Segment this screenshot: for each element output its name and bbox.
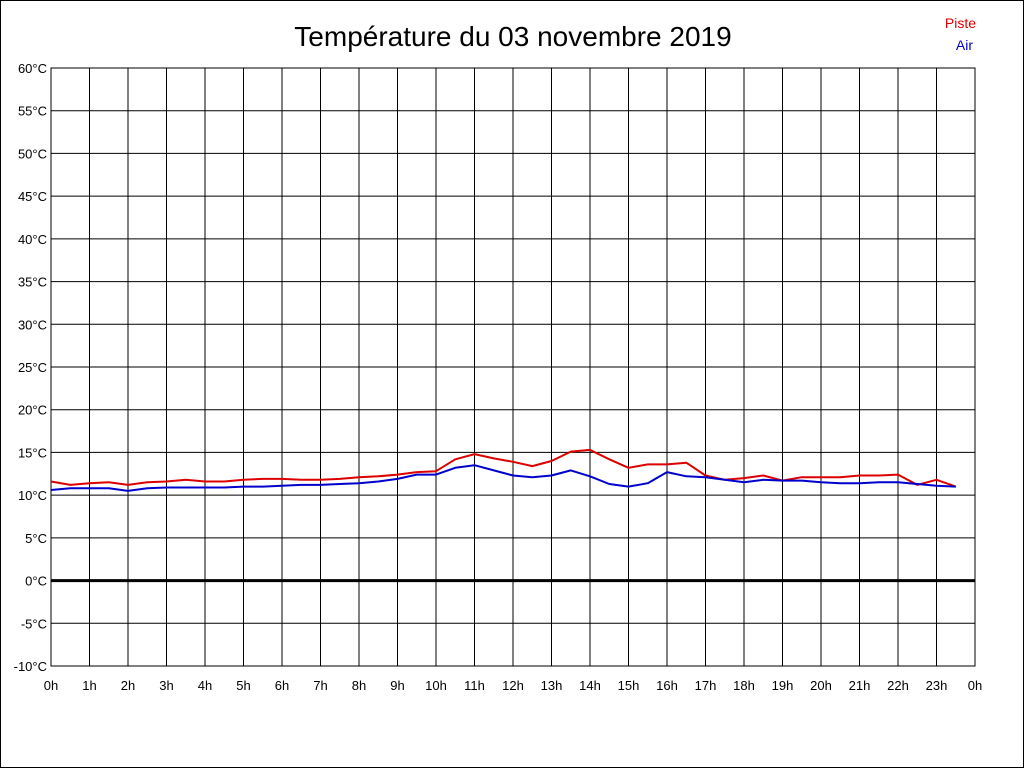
y-tick-label: 10°C bbox=[18, 488, 47, 503]
grid bbox=[50, 67, 976, 667]
x-tick-label: 12h bbox=[502, 678, 524, 693]
x-tick-label: 16h bbox=[656, 678, 678, 693]
x-tick-label: 3h bbox=[159, 678, 173, 693]
x-tick-label: 23h bbox=[926, 678, 948, 693]
legend-air: Air bbox=[956, 37, 973, 53]
x-tick-label: 4h bbox=[198, 678, 212, 693]
y-tick-label: 20°C bbox=[18, 403, 47, 418]
x-tick-label: 18h bbox=[733, 678, 755, 693]
series-lines bbox=[50, 448, 957, 492]
y-tick-label: 50°C bbox=[18, 146, 47, 161]
y-tick-label: 45°C bbox=[18, 189, 47, 204]
y-tick-label: 40°C bbox=[18, 232, 47, 247]
x-tick-label: 22h bbox=[887, 678, 909, 693]
y-tick-label: 25°C bbox=[18, 360, 47, 375]
y-tick-label: 35°C bbox=[18, 275, 47, 290]
y-tick-label: -5°C bbox=[21, 616, 47, 631]
x-tick-label: 6h bbox=[275, 678, 289, 693]
series-line-piste bbox=[50, 448, 957, 488]
x-tick-label: 1h bbox=[82, 678, 96, 693]
y-tick-label: 0°C bbox=[25, 574, 47, 589]
x-tick-label: 5h bbox=[236, 678, 250, 693]
x-tick-label: 19h bbox=[772, 678, 794, 693]
y-tick-label: -10°C bbox=[14, 659, 47, 674]
x-tick-label: 21h bbox=[849, 678, 871, 693]
series-line-air bbox=[50, 464, 956, 492]
x-tick-label: 20h bbox=[810, 678, 832, 693]
x-tick-label: 14h bbox=[579, 678, 601, 693]
y-axis-labels: 60°C 55°C 50°C 45°C 40°C 35°C 30°C 25°C 20°C 15°C… bbox=[14, 61, 47, 674]
y-tick-label: 55°C bbox=[18, 104, 47, 119]
x-tick-label: 2h bbox=[121, 678, 135, 693]
x-tick-label: 17h bbox=[695, 678, 717, 693]
x-tick-label: 10h bbox=[425, 678, 447, 693]
x-tick-label: 13h bbox=[541, 678, 563, 693]
x-tick-label: 0h bbox=[44, 678, 58, 693]
y-tick-label: 15°C bbox=[18, 445, 47, 460]
x-axis-labels: 0h 1h 2h 3h 4h 5h 6h 7h 8h 9h 10h 11h 12h 13h 14h 15h 16… bbox=[44, 678, 982, 693]
y-tick-label: 30°C bbox=[18, 317, 47, 332]
x-tick-label: 9h bbox=[390, 678, 404, 693]
x-tick-label: 15h bbox=[618, 678, 640, 693]
y-tick-label: 5°C bbox=[25, 531, 47, 546]
x-tick-label: 8h bbox=[352, 678, 366, 693]
chart-title: Température du 03 novembre 2019 bbox=[294, 21, 731, 52]
x-tick-label: 11h bbox=[464, 678, 485, 693]
x-tick-label: 0h bbox=[968, 678, 982, 693]
legend-piste: Piste bbox=[945, 15, 976, 31]
y-tick-label: 60°C bbox=[18, 61, 47, 76]
x-tick-label: 7h bbox=[313, 678, 327, 693]
